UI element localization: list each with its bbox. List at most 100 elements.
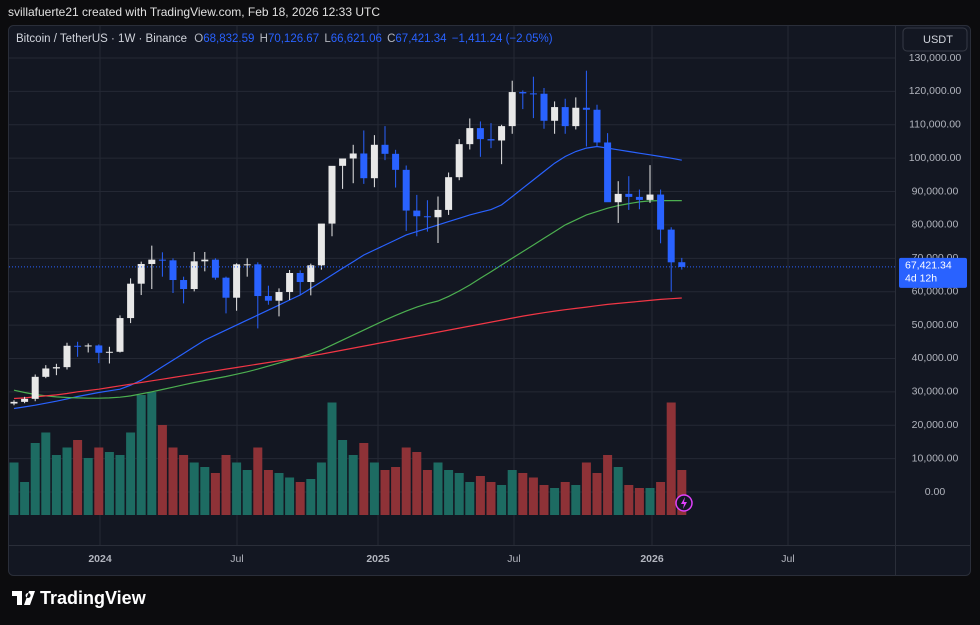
candle-body <box>222 277 230 298</box>
volume-bar <box>147 392 157 515</box>
candle-body <box>74 345 82 347</box>
ohlc-value: 70,126.67 <box>268 33 319 45</box>
volume-bar <box>94 447 104 515</box>
y-tick-label: 100,000.00 <box>909 152 962 164</box>
candle-body <box>540 93 548 121</box>
volume-bar <box>104 452 114 515</box>
volume-bar <box>200 467 210 515</box>
y-tick-label: 50,000.00 <box>912 319 959 331</box>
volume-bar <box>295 482 305 515</box>
candle-body <box>508 92 516 127</box>
volume-bar <box>306 479 316 515</box>
y-tick-label: 60,000.00 <box>912 285 959 297</box>
candle-body <box>296 273 304 283</box>
volume-bar <box>603 455 613 515</box>
candle-body <box>498 126 506 141</box>
volume-bar <box>475 476 485 515</box>
currency-button[interactable] <box>902 27 968 52</box>
volume-bar <box>253 447 263 515</box>
volume-bar <box>465 482 475 515</box>
candle-body <box>519 92 527 94</box>
volume-bar <box>83 458 93 515</box>
volume-bar <box>497 485 507 515</box>
y-tick-label: 10,000.00 <box>912 452 959 464</box>
volume-bar <box>624 485 634 515</box>
volume-bar <box>41 432 51 515</box>
y-tick-label: 30,000.00 <box>912 386 959 398</box>
plot <box>9 70 895 515</box>
x-tick-label: 2024 <box>88 553 112 565</box>
last-price-label: 67,421.34 <box>905 260 952 272</box>
candle-body <box>466 128 474 145</box>
volume-bar <box>369 462 379 515</box>
volume-bar <box>242 470 252 515</box>
candle-body <box>201 259 209 262</box>
volume-bar <box>518 473 528 515</box>
volume-bar <box>51 455 61 515</box>
candle-body <box>529 93 537 95</box>
volume-bar <box>168 447 178 515</box>
volume-bar <box>550 488 560 515</box>
candle-body <box>233 264 241 298</box>
candle-body <box>625 193 633 197</box>
candle-body <box>635 196 643 200</box>
candle-body <box>328 165 336 224</box>
brand-name: TradingView <box>40 588 147 608</box>
candle-body <box>487 139 495 141</box>
x-tick-label: 2026 <box>640 553 664 565</box>
candle-body <box>423 216 431 218</box>
candle-body <box>95 345 103 353</box>
brand-logo <box>12 591 35 605</box>
candle-body <box>52 367 60 369</box>
moving-average <box>13 200 682 399</box>
volume-bar <box>285 477 295 515</box>
candle-body <box>307 265 315 283</box>
volume-bar <box>613 467 623 515</box>
alert-bolt[interactable] <box>681 497 687 509</box>
candle-body <box>243 264 251 266</box>
y-tick-label: 0.00 <box>925 486 946 498</box>
symbol: Bitcoin / TetherUS · 1W · Binance <box>16 33 187 45</box>
candle-body <box>254 264 262 297</box>
candle-body <box>105 351 113 353</box>
candle-body <box>84 345 92 347</box>
moving-average <box>13 297 682 400</box>
grid <box>9 26 895 545</box>
last-price-box <box>899 257 967 288</box>
candle-body <box>445 177 453 210</box>
volume-bar <box>401 447 411 515</box>
volume-bar <box>9 462 19 515</box>
candle-body <box>63 345 71 368</box>
volume-bar <box>327 402 337 515</box>
y-tick-label: 120,000.00 <box>909 85 962 97</box>
candle-body <box>476 128 484 140</box>
alert-icon[interactable] <box>675 494 693 512</box>
x-tick-label: Jul <box>230 553 243 565</box>
candle-body <box>646 194 654 200</box>
candle-body <box>392 153 400 170</box>
brand: TradingView <box>12 588 147 608</box>
candle-body <box>434 209 442 218</box>
ohlc-key: C <box>387 33 395 45</box>
y-tick-label: 80,000.00 <box>912 219 959 231</box>
volume-bar <box>422 470 432 515</box>
candle-body <box>211 259 219 278</box>
candle-body <box>381 144 389 154</box>
volume-bar <box>115 455 125 515</box>
candle-body <box>572 107 580 127</box>
candle-body <box>593 109 601 143</box>
volume-bar <box>507 470 517 515</box>
volume-bar <box>221 455 231 515</box>
currency[interactable]: USDT <box>923 34 953 46</box>
y-tick-label: 90,000.00 <box>912 185 959 197</box>
volume-bar <box>210 473 220 515</box>
candle-body <box>582 107 590 110</box>
candle-body <box>339 158 347 166</box>
volume-bar <box>30 443 40 515</box>
volume-bar <box>539 485 549 515</box>
volume-bar <box>645 488 655 515</box>
volume-bar <box>62 447 72 515</box>
volume-bar <box>136 395 146 515</box>
volume-bar <box>433 462 443 515</box>
